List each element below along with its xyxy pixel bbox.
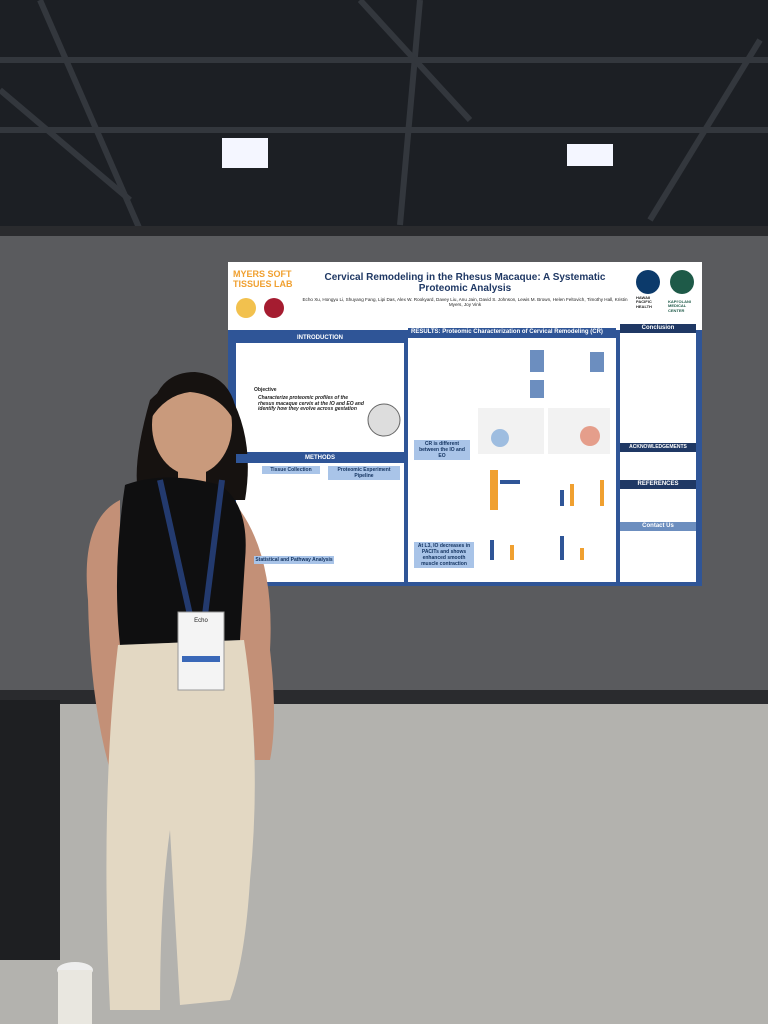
method-step: Tissue Collection xyxy=(262,466,320,474)
section-header: RESULTS: Proteomic Characterization of C… xyxy=(408,328,616,337)
ceiling-light xyxy=(222,138,268,168)
section-header: INTRODUCTION xyxy=(236,334,404,343)
section-header: ACKNOWLEDGEMENTS xyxy=(620,443,696,452)
badge-name: Echo xyxy=(194,618,208,624)
cup xyxy=(58,970,92,1024)
logo xyxy=(670,270,694,294)
section-header: Contact Us xyxy=(620,522,696,531)
sponsor: HAWAII PACIFIC HEALTH xyxy=(636,295,652,309)
finding: At L3, IO decreases in PACITs and shows … xyxy=(414,542,474,568)
ceiling-light xyxy=(567,144,613,166)
ceiling xyxy=(0,0,768,240)
poster-title-bar xyxy=(228,262,702,330)
section-header: Conclusion xyxy=(620,324,696,333)
poster-title: Cervical Remodeling in the Rhesus Macaqu… xyxy=(324,272,606,294)
method-step: Proteomic Experiment Pipeline xyxy=(328,466,400,480)
cervix-figure xyxy=(367,403,401,437)
section-header: METHODS xyxy=(236,454,404,463)
logo xyxy=(236,298,256,318)
ceiling-trusses xyxy=(0,0,768,232)
section-header: REFERENCES xyxy=(620,480,696,489)
person xyxy=(86,372,274,1010)
stand xyxy=(0,700,60,960)
result-charts xyxy=(478,350,610,560)
objective-text: Characterize proteomic profiles of the r… xyxy=(258,395,364,412)
results-panel xyxy=(408,338,616,582)
logo xyxy=(264,298,284,318)
board-frame xyxy=(0,226,768,236)
logo xyxy=(636,270,660,294)
lab-logo: MYERS SOFT TISSUES LAB xyxy=(233,269,293,289)
poster-authors: Echo Xu, Hongyu Li, Shuyang Fang, Lipi D… xyxy=(302,297,628,308)
conclusion-panel xyxy=(620,322,696,582)
objective-heading: Objective xyxy=(254,387,277,393)
method-step: Statistical and Pathway Analysis xyxy=(254,556,334,564)
name-badge xyxy=(177,611,225,691)
sponsor: KAPI'OLANI MEDICAL CENTER xyxy=(668,299,691,313)
finding: CR is different between the IO and EO xyxy=(414,440,470,460)
